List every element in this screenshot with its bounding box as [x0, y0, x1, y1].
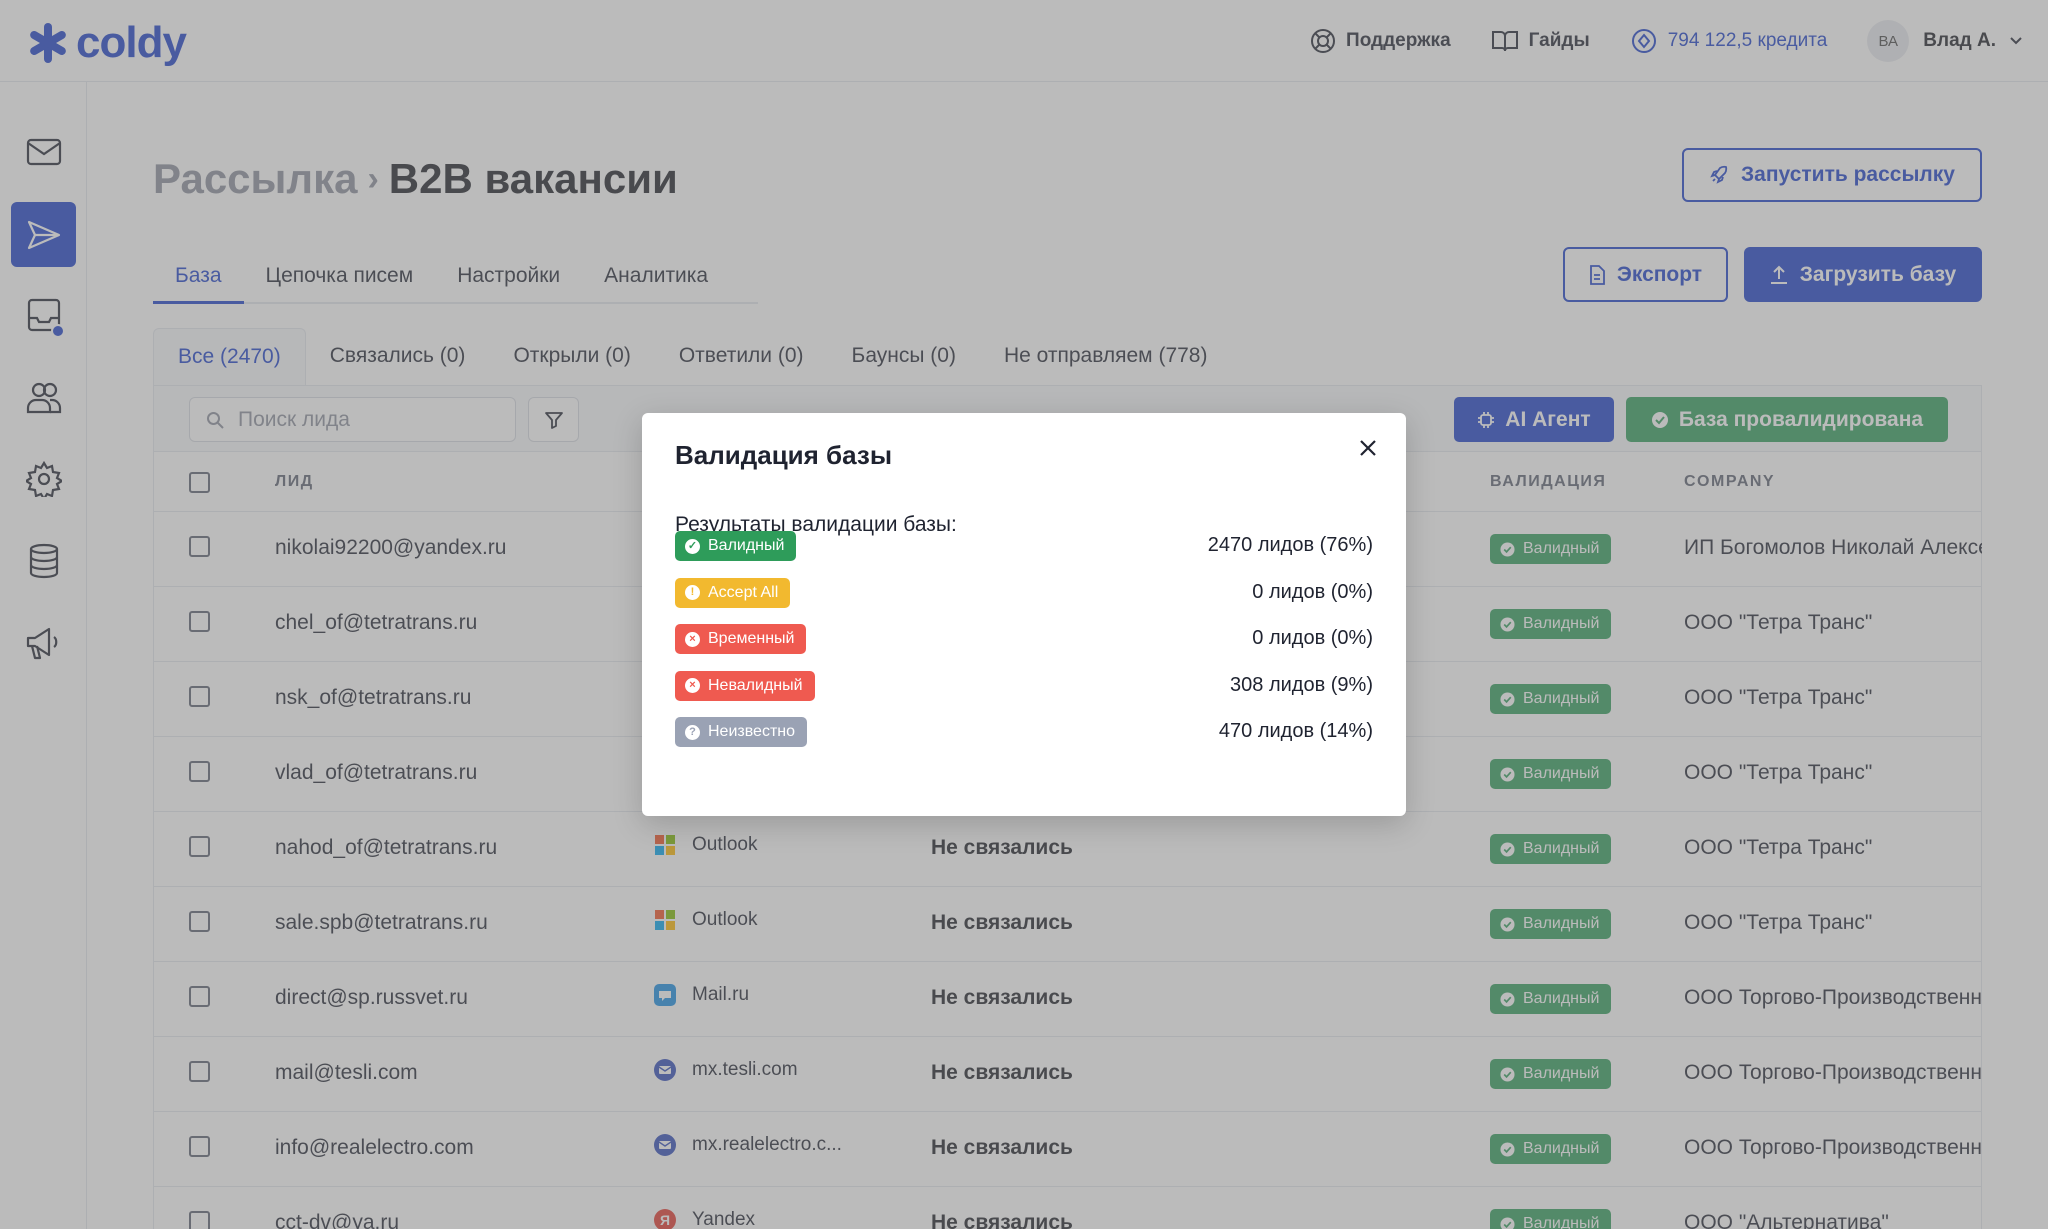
modal-subtitle: Результаты валидации базы:	[675, 513, 957, 536]
exclamation-icon: !	[685, 585, 700, 600]
validation-result-count: 0 лидов (0%)	[1252, 580, 1373, 603]
x-icon: ×	[685, 678, 700, 693]
validation-result-count: 308 лидов (9%)	[1230, 673, 1373, 696]
validation-result-badge: ✓ Валидный	[675, 531, 797, 561]
validation-result-badge: × Временный	[675, 624, 807, 654]
validation-result-row: ✓ Валидный 2470 лидов (76%)	[675, 531, 1373, 561]
check-icon: ✓	[685, 538, 700, 554]
validation-result-count: 0 лидов (0%)	[1252, 627, 1373, 649]
validation-result-row: × Невалидный 308 лидов (9%)	[675, 670, 1373, 701]
modal-title: Валидация базы	[675, 440, 893, 470]
validation-result-row: ! Accept All 0 лидов (0%)	[675, 577, 1373, 608]
close-button[interactable]	[1353, 433, 1383, 463]
validation-result-row: ? Неизвестно 470 лидов (14%)	[675, 717, 1373, 747]
validation-result-count: 2470 лидов (76%)	[1207, 534, 1373, 556]
validation-result-count: 470 лидов (14%)	[1218, 720, 1373, 742]
validation-result-badge: ? Неизвестно	[675, 717, 808, 747]
validation-result-label: Валидный	[708, 537, 785, 554]
validation-modal: Валидация базы Результаты валидации базы…	[642, 413, 1406, 816]
validation-result-row: × Временный 0 лидов (0%)	[675, 624, 1373, 654]
close-icon	[1360, 440, 1376, 456]
validation-result-label: Accept All	[708, 583, 779, 601]
validation-result-badge: × Невалидный	[675, 670, 815, 701]
question-icon: ?	[685, 724, 700, 740]
validation-result-label: Невалидный	[708, 676, 803, 694]
validation-result-label: Неизвестно	[708, 723, 796, 740]
validation-result-badge: ! Accept All	[675, 577, 791, 608]
x-icon: ×	[685, 631, 700, 647]
validation-result-label: Временный	[708, 630, 795, 647]
